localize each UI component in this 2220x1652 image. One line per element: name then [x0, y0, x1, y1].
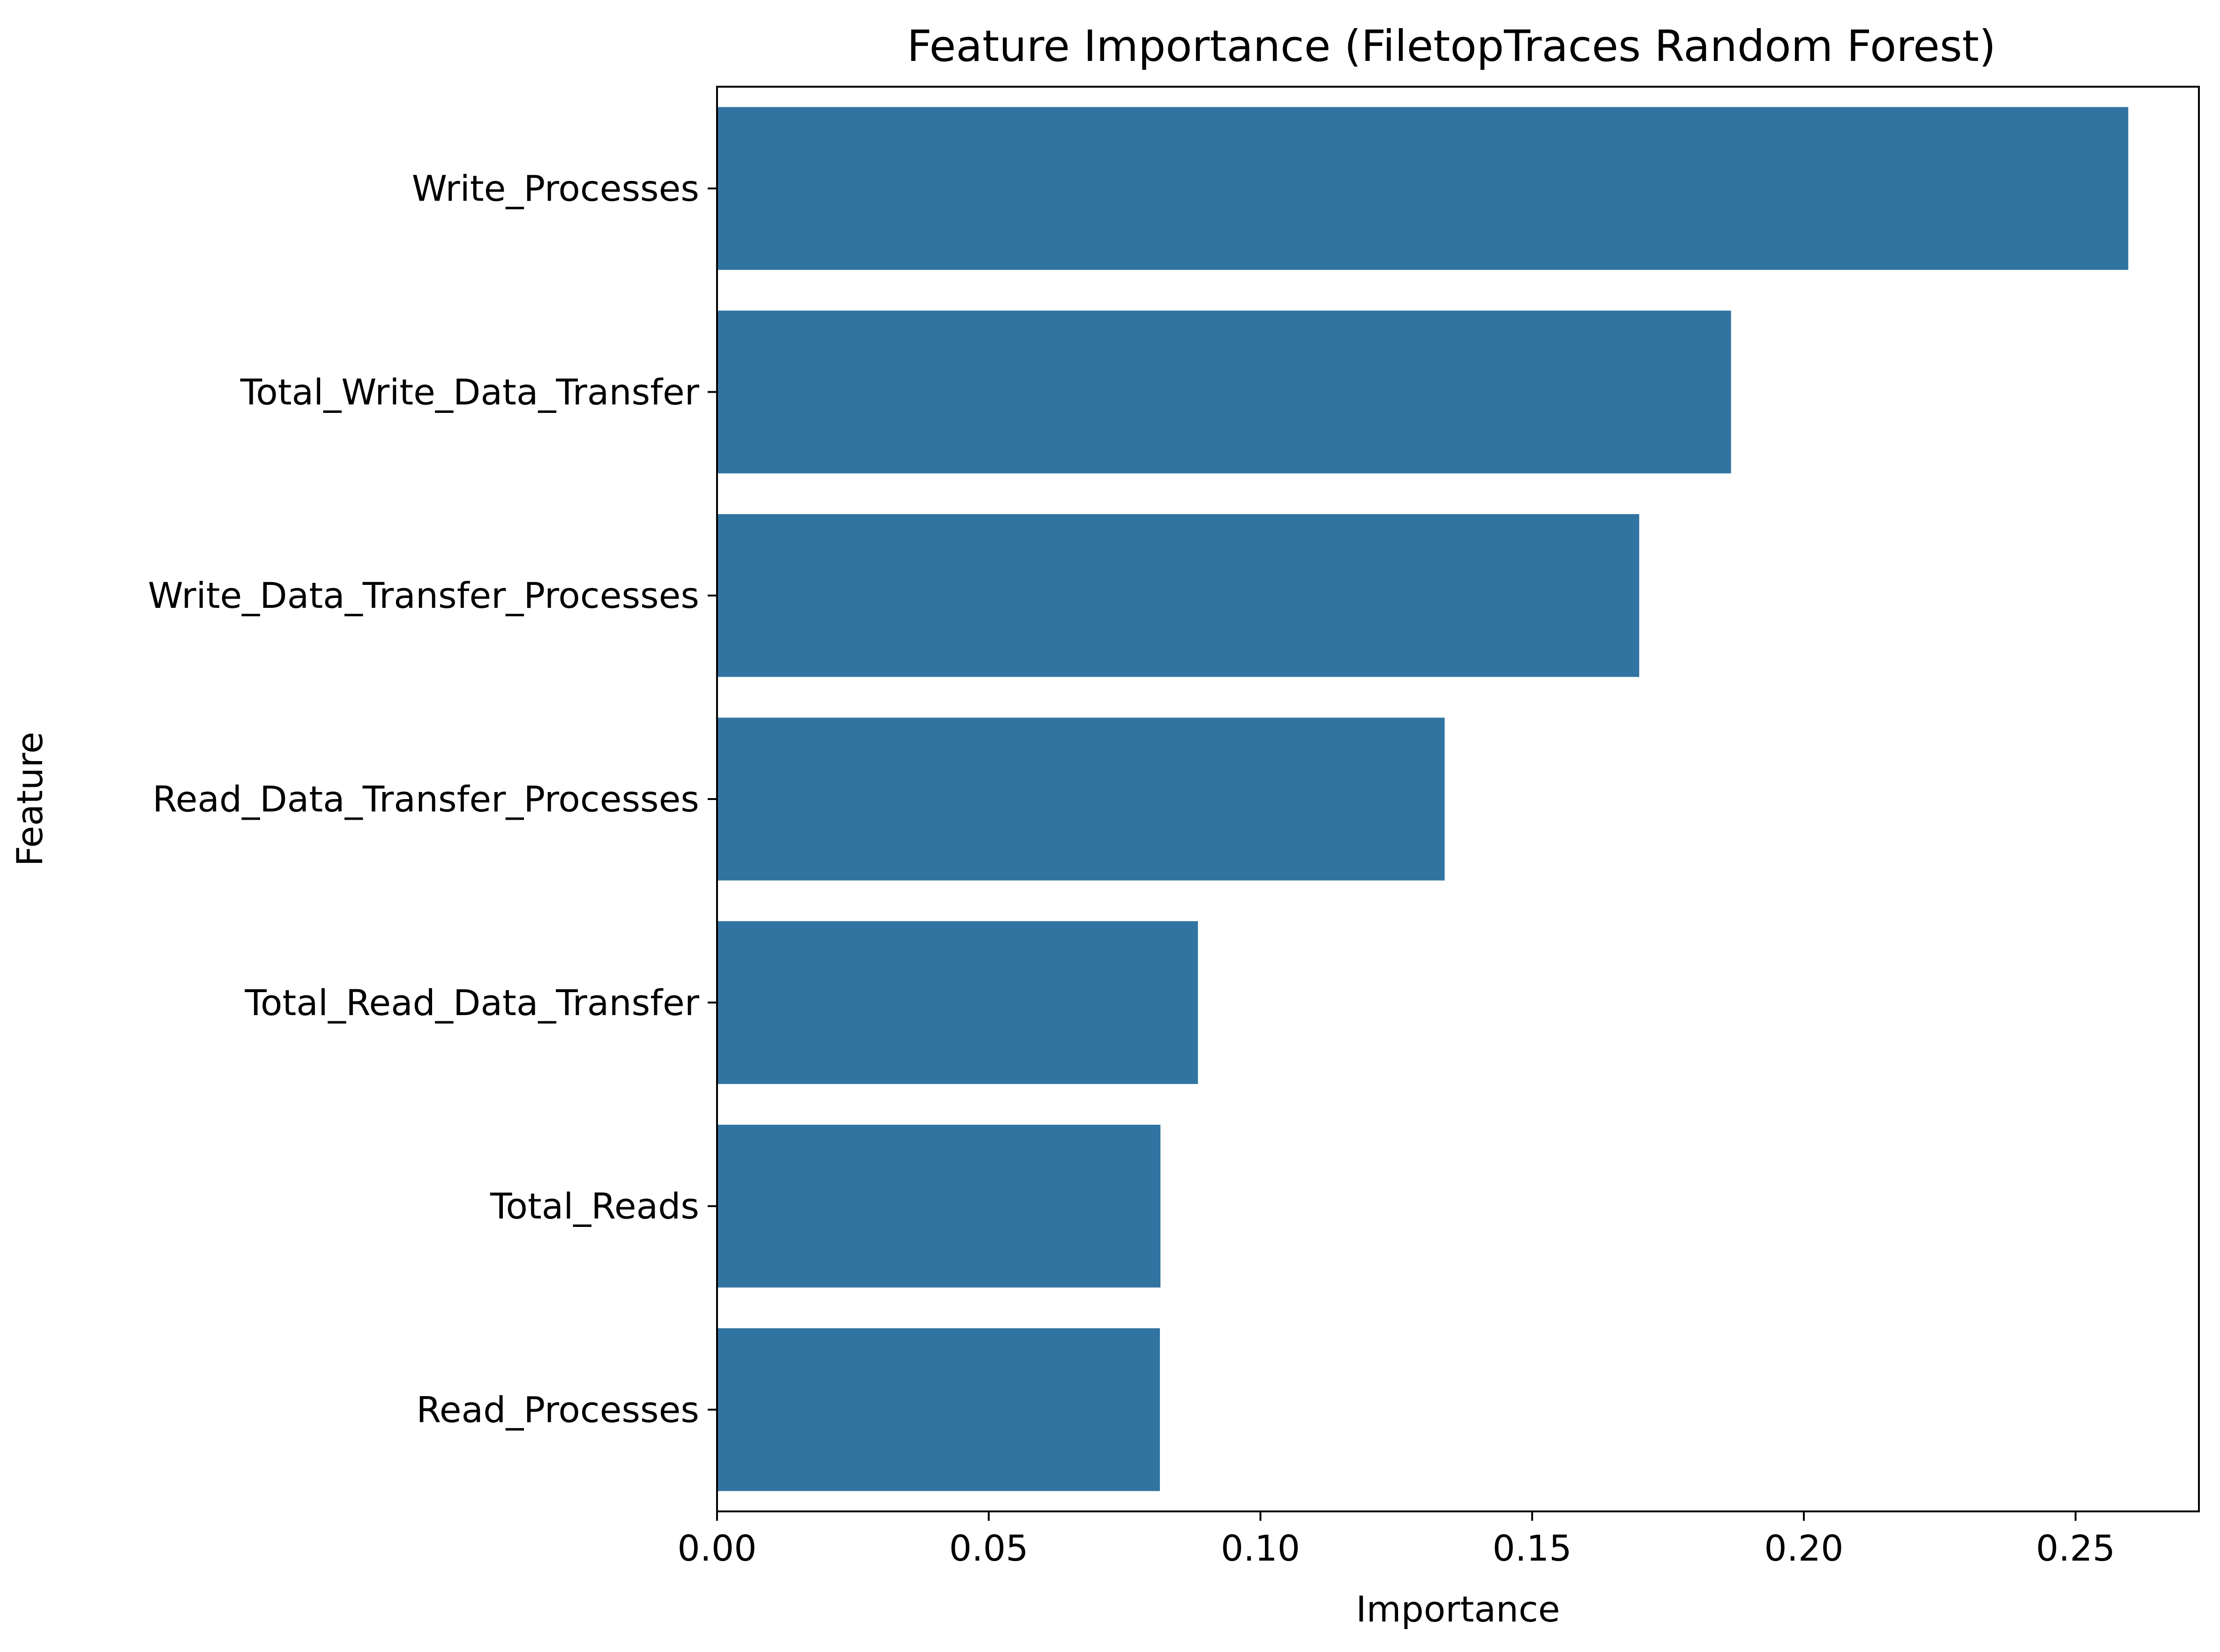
x-tick-label: 0.05 — [949, 1527, 1028, 1569]
plot-frame — [716, 86, 2200, 1512]
bar-total-read-data-transfer — [717, 921, 1198, 1084]
y-tick-label-read-data-transfer-processes: Read_Data_Transfer_Processes — [152, 778, 699, 820]
x-axis-label: Importance — [1356, 1588, 1560, 1630]
y-axis-ticks: Write_Processes Total_Write_Data_Transfer… — [148, 168, 717, 1430]
x-tick-label: 0.25 — [2036, 1527, 2115, 1569]
bar-write-processes — [717, 107, 2129, 270]
y-tick-label-total-write-data-transfer: Total_Write_Data_Transfer — [240, 371, 700, 413]
x-tick-label: 0.20 — [1764, 1527, 1843, 1569]
bars-layer — [717, 107, 2129, 1491]
y-tick-label-write-processes: Write_Processes — [412, 168, 699, 209]
y-tick-label-total-reads: Total_Reads — [490, 1185, 699, 1227]
y-axis-label: Feature — [9, 732, 51, 866]
bar-write-data-transfer-processes — [717, 514, 1639, 677]
bar-read-data-transfer-processes — [717, 718, 1445, 881]
y-tick-label-write-data-transfer-processes: Write_Data_Transfer_Processes — [148, 575, 699, 616]
y-tick-label-read-processes: Read_Processes — [416, 1389, 699, 1430]
bar-total-reads — [717, 1124, 1161, 1288]
x-tick-label: 0.15 — [1493, 1527, 1572, 1569]
x-tick-label: 0.10 — [1221, 1527, 1300, 1569]
bar-read-processes — [717, 1328, 1160, 1491]
x-axis-ticks: 0.00 0.05 0.10 0.15 0.20 0.25 — [677, 1511, 2115, 1569]
x-tick-label: 0.00 — [677, 1527, 756, 1569]
bar-total-write-data-transfer — [717, 310, 1731, 474]
chart-title: Feature Importance (FiletopTraces Random… — [907, 21, 1996, 71]
y-tick-label-total-read-data-transfer: Total_Read_Data_Transfer — [244, 982, 699, 1024]
